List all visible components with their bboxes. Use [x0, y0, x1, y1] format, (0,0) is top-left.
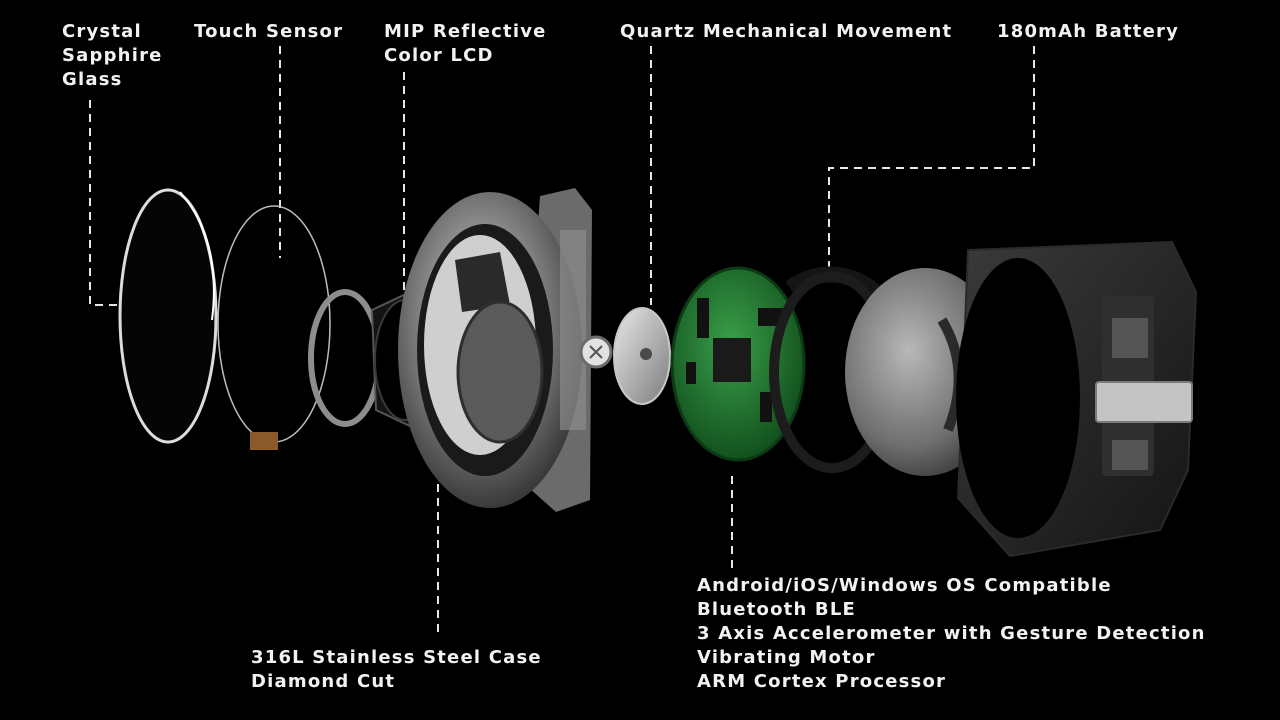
- label-line: Quartz Mechanical Movement: [620, 21, 953, 42]
- touch-sensor: [217, 205, 331, 450]
- label-line: Sapphire: [62, 45, 163, 66]
- leader-battery: [828, 46, 1035, 270]
- sapphire-glass: [118, 188, 218, 444]
- label-touch-sensor: Touch Sensor: [194, 20, 343, 44]
- label-line: 180mAh Battery: [997, 21, 1180, 42]
- label-steel-case: 316L Stainless Steel Case Diamond Cut: [251, 646, 542, 694]
- label-pcb-features: Android/iOS/Windows OS Compatible Blueto…: [697, 574, 1206, 694]
- quartz-movement: [613, 307, 671, 405]
- label-quartz-movement: Quartz Mechanical Movement: [620, 20, 952, 44]
- label-line: ARM Cortex Processor: [697, 671, 947, 692]
- label-line: Diamond Cut: [251, 671, 396, 692]
- label-line: MIP Reflective: [384, 21, 547, 42]
- label-line: 3 Axis Accelerometer with Gesture Detect…: [697, 623, 1206, 644]
- label-sapphire-glass: Crystal Sapphire Glass: [62, 20, 163, 92]
- label-line: Color LCD: [384, 45, 494, 66]
- label-line: Vibrating Motor: [697, 647, 876, 668]
- watch-strap: [956, 240, 1198, 558]
- stainless-steel-case: [398, 188, 613, 512]
- pcb-board: [670, 266, 806, 462]
- label-line: Bluetooth BLE: [697, 599, 857, 620]
- label-line: Crystal: [62, 21, 142, 42]
- label-line: Glass: [62, 69, 123, 90]
- label-line: Android/iOS/Windows OS Compatible: [697, 575, 1112, 596]
- label-line: Touch Sensor: [194, 21, 344, 42]
- gasket-ring: [308, 289, 382, 427]
- label-line: 316L Stainless Steel Case: [251, 647, 542, 668]
- label-battery: 180mAh Battery: [997, 20, 1179, 44]
- label-mip-lcd: MIP Reflective Color LCD: [384, 20, 547, 68]
